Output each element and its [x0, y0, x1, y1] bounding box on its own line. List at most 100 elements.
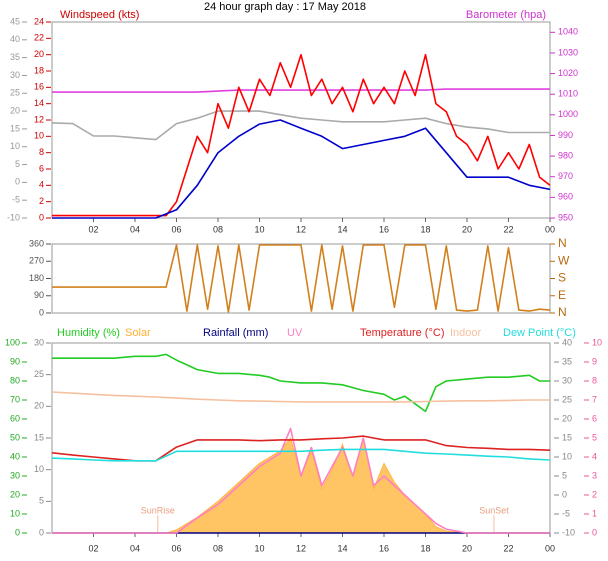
line [52, 88, 550, 93]
x-tick-label: 20 [462, 543, 472, 553]
legend-entry: Humidity (%) [57, 327, 120, 339]
x-tick-label: 12 [296, 543, 306, 553]
y2-tick-label: 990 [558, 130, 573, 140]
y2-tick-label: 980 [558, 150, 573, 160]
legend-entry: Indoor [450, 327, 482, 339]
x-tick-label: 08 [213, 224, 223, 234]
x-tick-label: 06 [171, 543, 181, 553]
y2-axis-label: Barometer (hpa) [466, 9, 546, 21]
x-tick-label: 18 [420, 224, 430, 234]
y-tick-label: 14 [34, 98, 44, 108]
y4-tick-label: 5 [592, 432, 597, 442]
y-tick-label: 0 [39, 527, 44, 537]
y4-tick-label: 1 [592, 508, 597, 518]
y-tick-label: 270 [29, 256, 44, 266]
line [52, 427, 550, 534]
x-tick-label: 22 [503, 543, 513, 553]
annotation: SunRise [141, 505, 175, 515]
legend-entry: UV [287, 327, 303, 339]
y2-tick-label: 960 [558, 192, 573, 202]
y3-tick-label: 40 [10, 34, 20, 44]
y3-tick-label: 40 [10, 451, 20, 461]
y-tick-label: 30 [34, 337, 44, 347]
y3-tick-label: -5 [12, 195, 20, 205]
y-tick-label: 22 [34, 33, 44, 43]
line [52, 353, 550, 413]
y3-tick-label: 5 [15, 159, 20, 169]
y2-tick-label: 20 [562, 413, 572, 423]
y2-tick-label: 1020 [558, 68, 578, 78]
y2-tick-label: -10 [562, 527, 575, 537]
y4-tick-label: 2 [592, 489, 597, 499]
y2-tick-label: S [558, 271, 566, 285]
line [51, 448, 551, 462]
y2-tick-label: 950 [558, 212, 573, 222]
y3-tick-label: 0 [15, 527, 20, 537]
y-tick-label: 25 [34, 369, 44, 379]
legend-entry: Dew Point (°C) [503, 327, 576, 339]
y3-tick-label: 80 [10, 375, 20, 385]
y2-tick-label: 1010 [558, 89, 578, 99]
y-tick-label: 0 [39, 212, 44, 222]
y-tick-label: 10 [34, 464, 44, 474]
legend-entry: Solar [125, 327, 151, 339]
y2-tick-label: 970 [558, 171, 573, 181]
y2-tick-label: -5 [562, 508, 570, 518]
y-tick-label: 5 [39, 496, 44, 506]
y4-tick-label: 6 [592, 413, 597, 423]
y-tick-label: 360 [29, 238, 44, 248]
y-tick-label: 2 [39, 196, 44, 206]
y3-tick-label: -10 [7, 212, 20, 222]
y4-tick-label: 3 [592, 470, 597, 480]
y3-tick-label: 10 [10, 508, 20, 518]
x-tick-label: 02 [88, 224, 98, 234]
line [52, 119, 551, 219]
y-tick-label: 6 [39, 163, 44, 173]
chart-title: 24 hour graph day : 17 May 2018 [204, 1, 366, 13]
y2-tick-label: 25 [562, 394, 572, 404]
x-tick-label: 18 [420, 543, 430, 553]
x-tick-label: 02 [88, 543, 98, 553]
x-tick-label: 16 [379, 543, 389, 553]
y4-tick-label: 10 [592, 337, 602, 347]
y-tick-label: 20 [34, 49, 44, 59]
y2-tick-label: N [558, 305, 567, 319]
x-tick-label: 14 [337, 543, 347, 553]
y-tick-label: 8 [39, 147, 44, 157]
y-axis-label: Windspeed (kts) [60, 9, 139, 21]
y2-tick-label: N [558, 236, 567, 250]
wind-panel [51, 21, 551, 219]
x-tick-label: 22 [503, 224, 513, 234]
x-tick-label: 06 [171, 224, 181, 234]
line [52, 244, 551, 313]
y3-tick-label: 70 [10, 394, 20, 404]
annotation: SunSet [479, 505, 509, 515]
line [51, 391, 550, 403]
y-tick-label: 16 [34, 82, 44, 92]
y-tick-label: 18 [34, 65, 44, 75]
y3-tick-label: 10 [10, 141, 20, 151]
y3-tick-label: 50 [10, 432, 20, 442]
y2-tick-label: 40 [562, 337, 572, 347]
y3-tick-label: 90 [10, 356, 20, 366]
y3-tick-label: 35 [10, 52, 20, 62]
y2-tick-label: 15 [562, 432, 572, 442]
line [52, 53, 551, 217]
y3-tick-label: 60 [10, 413, 20, 423]
x-tick-label: 14 [337, 224, 347, 234]
y-tick-label: 24 [34, 16, 44, 26]
y3-tick-label: 25 [10, 88, 20, 98]
y2-tick-label: 1040 [558, 27, 578, 37]
y2-tick-label: W [558, 253, 570, 267]
x-tick-label: 16 [379, 224, 389, 234]
legend-entry: Temperature (°C) [360, 327, 444, 339]
x-tick-label: 04 [130, 224, 140, 234]
y4-tick-label: 4 [592, 451, 597, 461]
x-tick-label: 04 [130, 543, 140, 553]
x-tick-label: 08 [213, 543, 223, 553]
x-tick-label: 00 [545, 543, 555, 553]
y2-tick-label: 10 [562, 451, 572, 461]
x-tick-label: 00 [545, 224, 555, 234]
y-tick-label: 4 [39, 180, 44, 190]
